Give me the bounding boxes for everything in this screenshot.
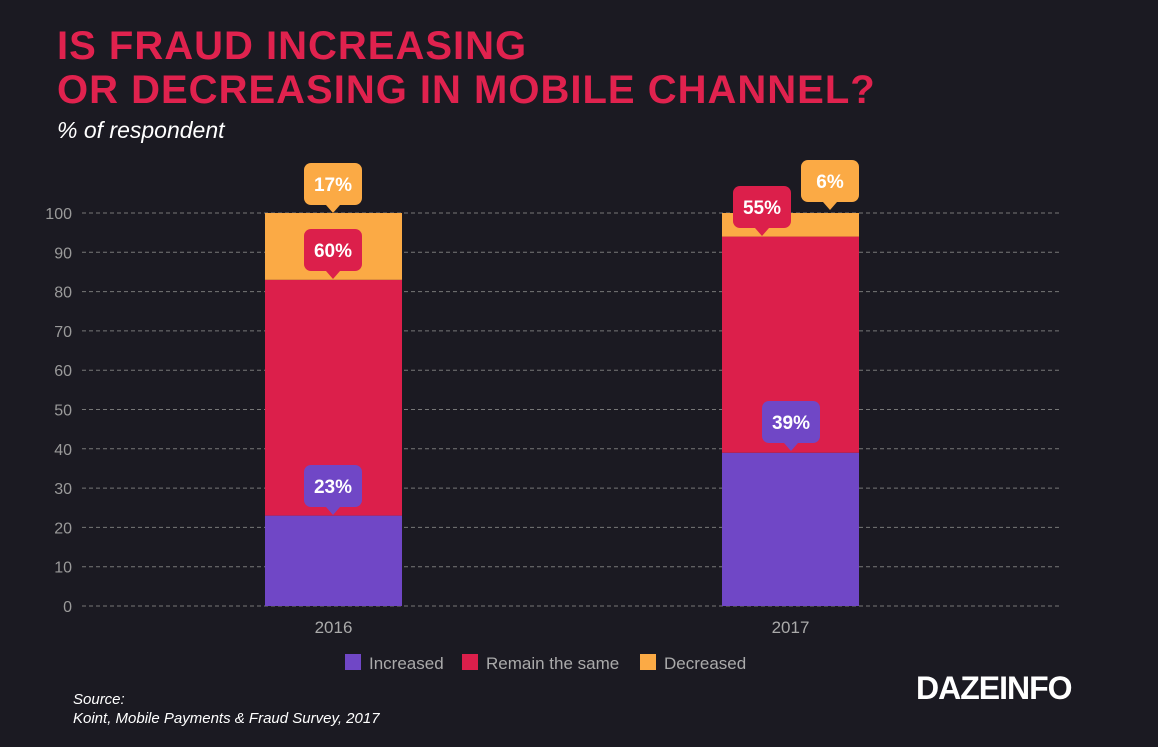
title-line-1: IS FRAUD INCREASING (57, 24, 528, 68)
callout-pointer (823, 202, 837, 210)
data-label-2017-1: 55% (733, 186, 791, 236)
bar-segment-2017-0 (722, 452, 859, 606)
data-label-2017-0: 39% (762, 401, 820, 451)
data-label-2016-2: 17% (304, 163, 362, 213)
y-tick-label: 90 (54, 245, 72, 262)
y-tick-label: 50 (54, 403, 72, 420)
callout-pointer (326, 271, 340, 279)
callout-text: 6% (816, 172, 844, 193)
source-label: Source: (73, 691, 125, 708)
data-label-2016-1: 60% (304, 229, 362, 279)
legend-swatch-1 (462, 654, 478, 670)
y-tick-label: 80 (54, 285, 72, 302)
bar-segment-2016-0 (265, 515, 402, 606)
chart-title: IS FRAUD INCREASING OR DECREASING IN MOBI… (57, 24, 876, 112)
callout-text: 39% (772, 413, 810, 434)
y-tick-label: 100 (45, 206, 72, 223)
legend-label-0: Increased (369, 654, 444, 673)
callout-text: 60% (314, 241, 352, 262)
y-tick-label: 40 (54, 442, 72, 459)
callout-pointer (326, 205, 340, 213)
title-line-2: OR DECREASING IN MOBILE CHANNEL? (57, 68, 876, 112)
callout-box (762, 401, 820, 443)
dazeinfo-logo: DAZEINFO (916, 670, 1073, 706)
callout-text: 55% (743, 198, 781, 219)
legend-label-2: Decreased (664, 654, 746, 673)
source-text: Koint, Mobile Payments & Fraud Survey, 2… (73, 710, 380, 727)
y-tick-label: 30 (54, 481, 72, 498)
y-tick-label: 60 (54, 363, 72, 380)
x-tick-label: 2017 (772, 618, 810, 637)
source-note: Source: Koint, Mobile Payments & Fraud Su… (73, 690, 380, 728)
y-tick-label: 10 (54, 560, 72, 577)
legend-swatch-2 (640, 654, 656, 670)
callout-pointer (784, 443, 798, 451)
callout-box (304, 465, 362, 507)
callout-text: 23% (314, 477, 352, 498)
legend-label-1: Remain the same (486, 654, 619, 673)
data-label-2017-2: 6% (801, 160, 859, 210)
data-label-2016-0: 23% (304, 465, 362, 515)
callout-box (304, 163, 362, 205)
callout-box (801, 160, 859, 202)
callout-pointer (755, 228, 769, 236)
x-tick-label: 2016 (315, 618, 353, 637)
legend-swatch-0 (345, 654, 361, 670)
chart-subtitle: % of respondent (57, 117, 225, 143)
y-tick-label: 70 (54, 324, 72, 341)
callout-box (733, 186, 791, 228)
y-tick-label: 0 (63, 599, 72, 616)
callout-box (304, 229, 362, 271)
callout-pointer (326, 507, 340, 515)
y-tick-label: 20 (54, 520, 72, 537)
callout-text: 17% (314, 175, 352, 196)
